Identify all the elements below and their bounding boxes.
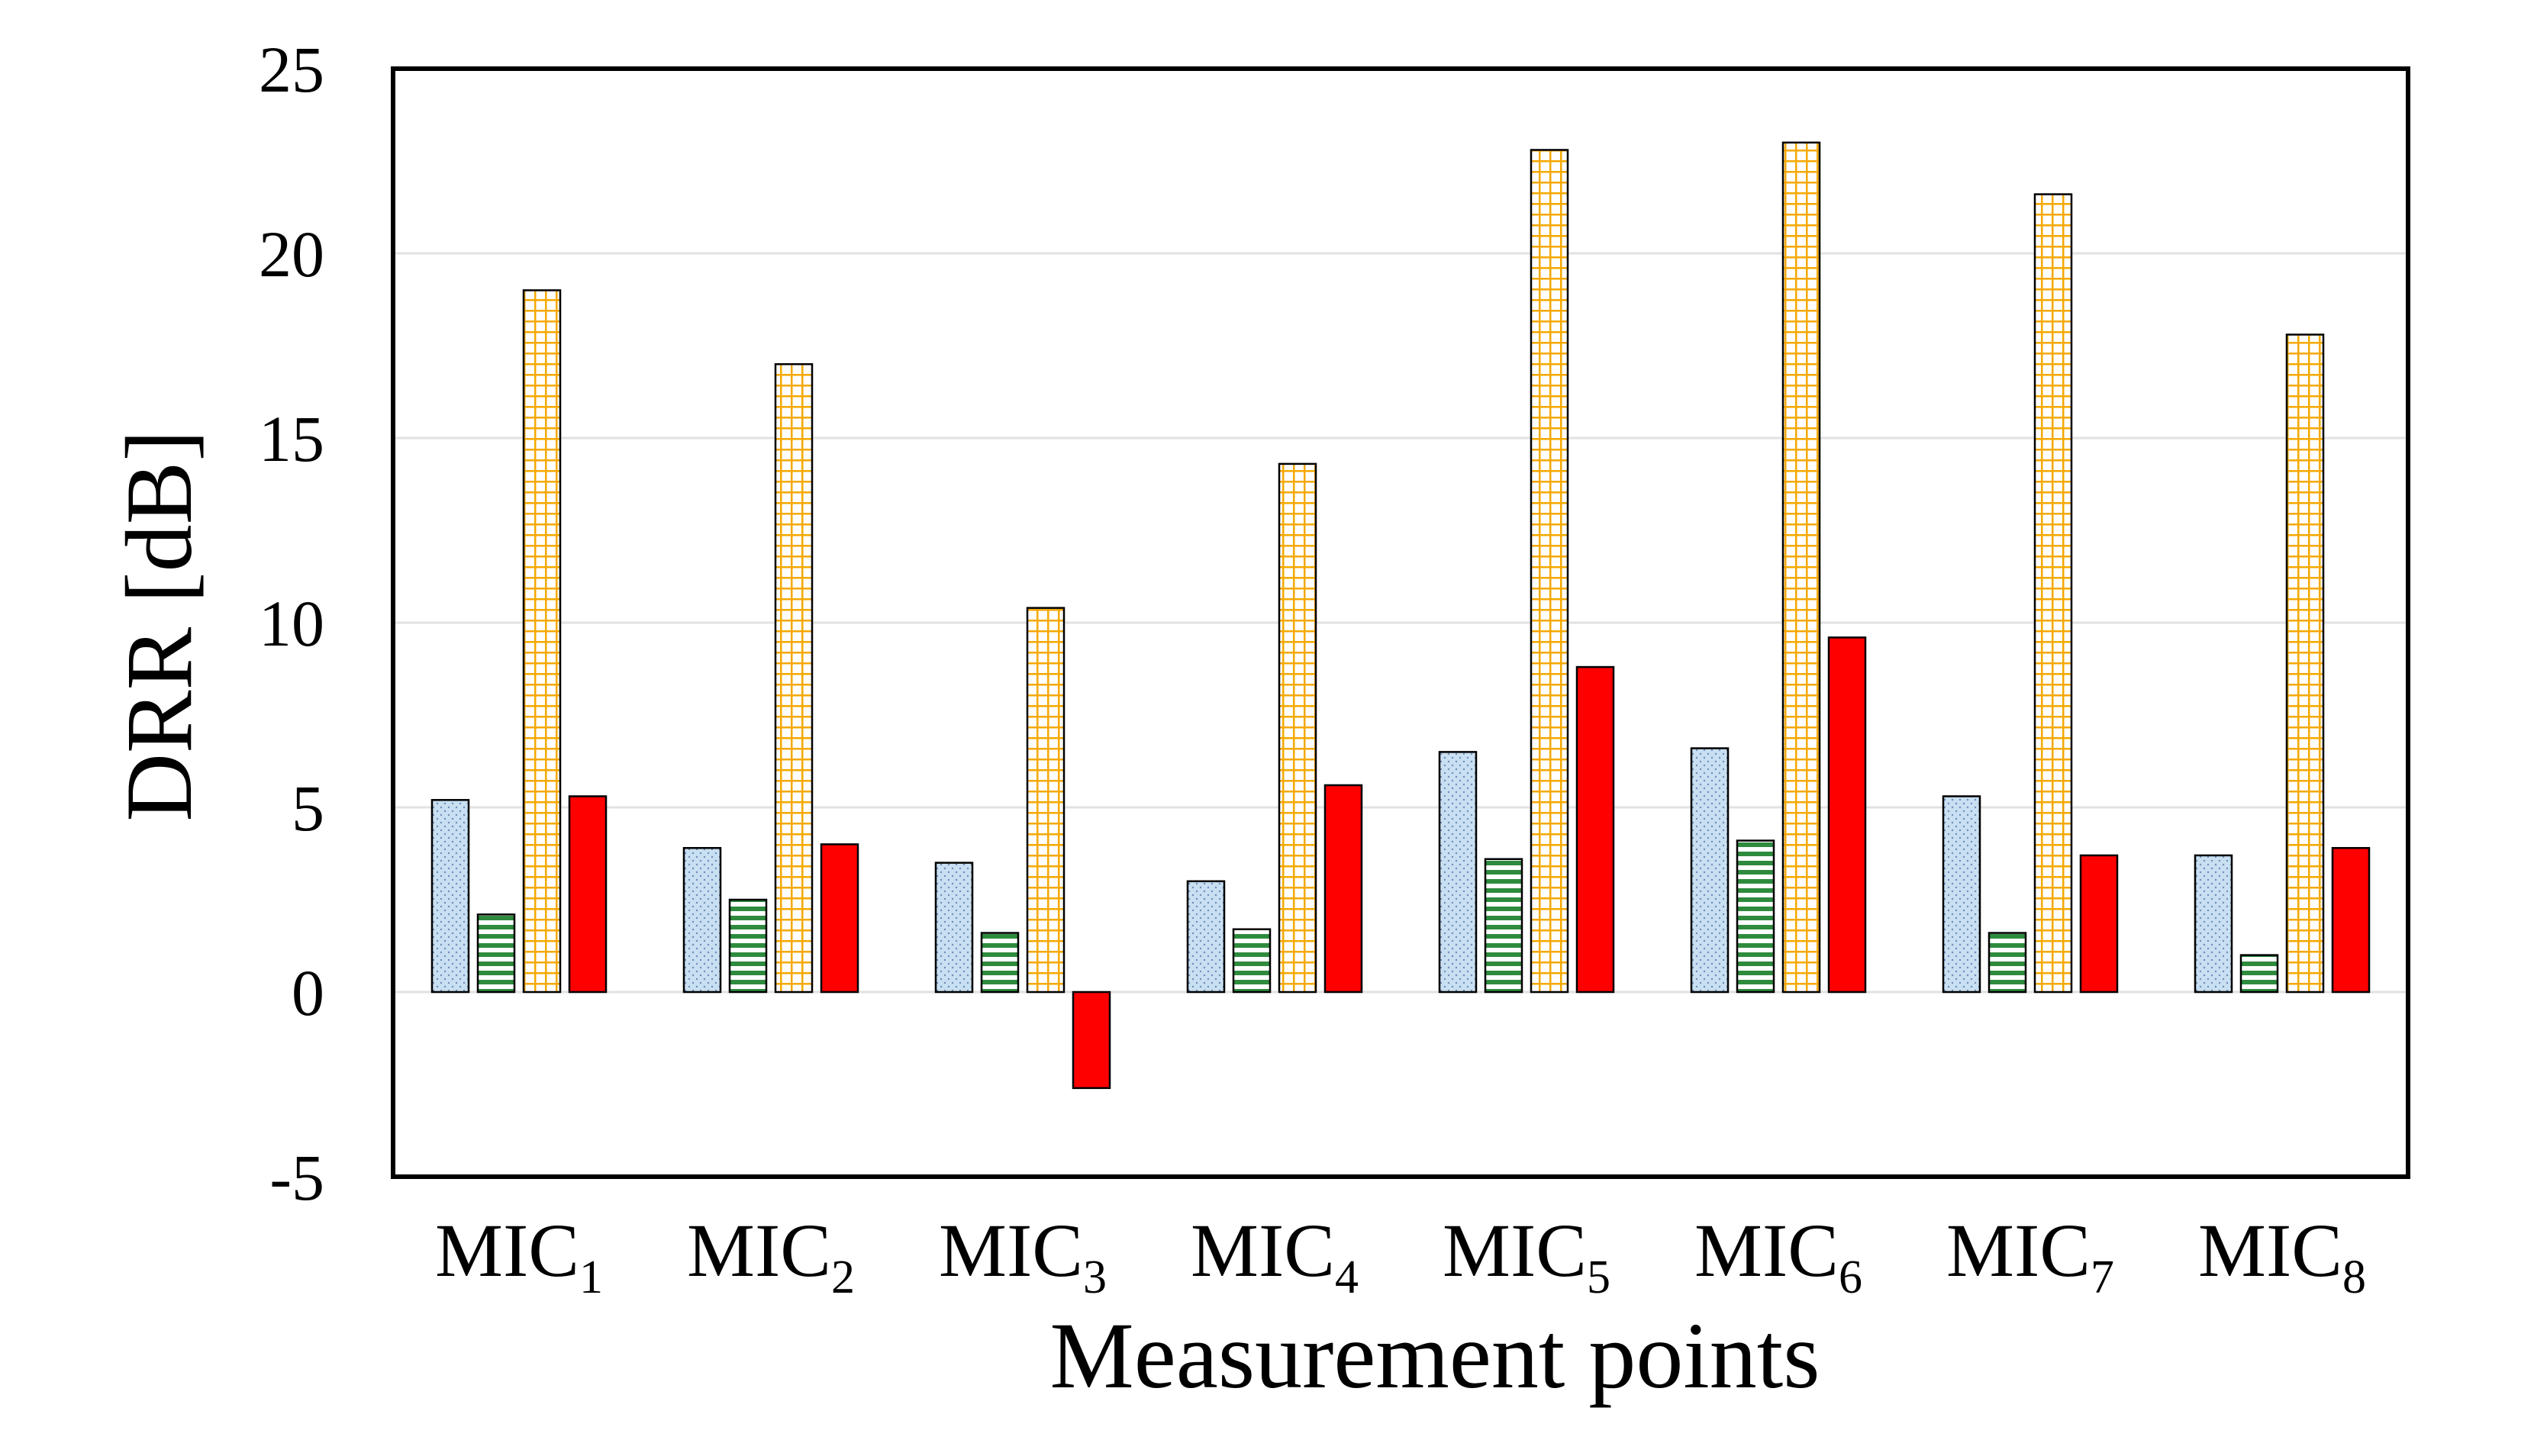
x-tick-label: MIC5	[1443, 1208, 1610, 1303]
x-tick-subscript: 7	[2091, 1251, 2114, 1303]
y-tick-label: 15	[259, 402, 324, 475]
y-tick-label: 25	[259, 33, 324, 106]
x-tick-label: MIC8	[2198, 1208, 2366, 1303]
x-tick-label: MIC7	[1946, 1208, 2114, 1303]
bar-series-4-mic-2	[820, 843, 859, 994]
bar-series-3-mic-6	[1781, 141, 1821, 994]
x-tick-subscript: 1	[579, 1251, 603, 1303]
bar-series-1-mic-7	[1942, 795, 1981, 994]
x-tick-base: MIC	[2198, 1208, 2342, 1293]
bar-series-2-mic-4	[1232, 928, 1272, 994]
bar-series-1-mic-5	[1438, 751, 1478, 994]
bar-series-4-mic-4	[1323, 784, 1363, 994]
bar-series-4-mic-8	[2331, 846, 2371, 994]
y-axis-ticks: -5 0 5 10 15 20 25	[259, 33, 324, 1214]
bar-series-3-mic-8	[2285, 333, 2325, 994]
bar-series-1-mic-3	[934, 862, 974, 994]
bar-series-2-mic-5	[1484, 858, 1523, 994]
bar-series-1-mic-4	[1186, 880, 1226, 994]
x-tick-label: MIC4	[1191, 1208, 1359, 1303]
bar-series-4-mic-7	[2079, 854, 2119, 994]
bar-series-3-mic-2	[774, 362, 814, 994]
y-tick-label: -5	[269, 1141, 324, 1214]
x-tick-label: MIC2	[687, 1208, 855, 1303]
bar-series-4-mic-5	[1575, 665, 1615, 994]
bar-series-3-mic-3	[1026, 607, 1066, 994]
bar-series-4-mic-1	[568, 795, 608, 994]
x-axis-ticks: MIC1 MIC2 MIC3 MIC4 MIC5 MIC6 MIC7 MIC8	[435, 1208, 2366, 1303]
x-tick-label: MIC3	[939, 1208, 1107, 1303]
bar-series-4-mic-6	[1827, 636, 1867, 994]
x-tick-subscript: 3	[1083, 1251, 1107, 1303]
y-tick-label: 10	[259, 587, 324, 660]
x-tick-base: MIC	[1443, 1208, 1587, 1293]
bar-series-2-mic-6	[1736, 839, 1775, 994]
bar-series-1-mic-6	[1690, 747, 1730, 994]
bar-series-3-mic-7	[2033, 193, 2073, 994]
y-tick-label: 0	[292, 956, 324, 1029]
x-tick-base: MIC	[687, 1208, 831, 1293]
bar-series-3-mic-5	[1530, 149, 1569, 994]
y-tick-label: 5	[292, 771, 324, 845]
y-axis-title: DRR [dB]	[107, 430, 211, 821]
x-tick-base: MIC	[435, 1208, 579, 1293]
x-tick-base: MIC	[1694, 1208, 1839, 1293]
bar-series-1-mic-2	[682, 846, 722, 994]
x-tick-label: MIC1	[435, 1208, 603, 1303]
bar-series-2-mic-1	[476, 913, 516, 994]
bars	[430, 141, 2371, 1090]
x-axis-title: Measurement points	[1049, 1303, 1820, 1408]
x-tick-base: MIC	[1191, 1208, 1335, 1293]
x-tick-label: MIC6	[1694, 1208, 1862, 1303]
bar-series-3-mic-4	[1278, 462, 1317, 994]
x-tick-subscript: 5	[1587, 1251, 1610, 1303]
x-tick-subscript: 6	[1839, 1251, 1862, 1303]
plot-frame	[391, 66, 2410, 1179]
x-tick-base: MIC	[1946, 1208, 2091, 1293]
x-tick-subscript: 2	[831, 1251, 855, 1303]
y-tick-label: 20	[259, 217, 324, 291]
x-tick-base: MIC	[939, 1208, 1083, 1293]
x-tick-subscript: 4	[1335, 1251, 1359, 1303]
bar-series-2-mic-2	[728, 898, 768, 994]
bar-series-2-mic-7	[1988, 932, 2027, 994]
bar-series-4-mic-3	[1072, 991, 1111, 1090]
bar-series-1-mic-8	[2194, 854, 2233, 994]
bar-series-2-mic-8	[2239, 954, 2279, 994]
x-tick-subscript: 8	[2342, 1251, 2366, 1303]
bar-series-2-mic-3	[980, 932, 1020, 994]
bar-series-3-mic-1	[522, 289, 562, 994]
bar-series-1-mic-1	[430, 799, 470, 994]
